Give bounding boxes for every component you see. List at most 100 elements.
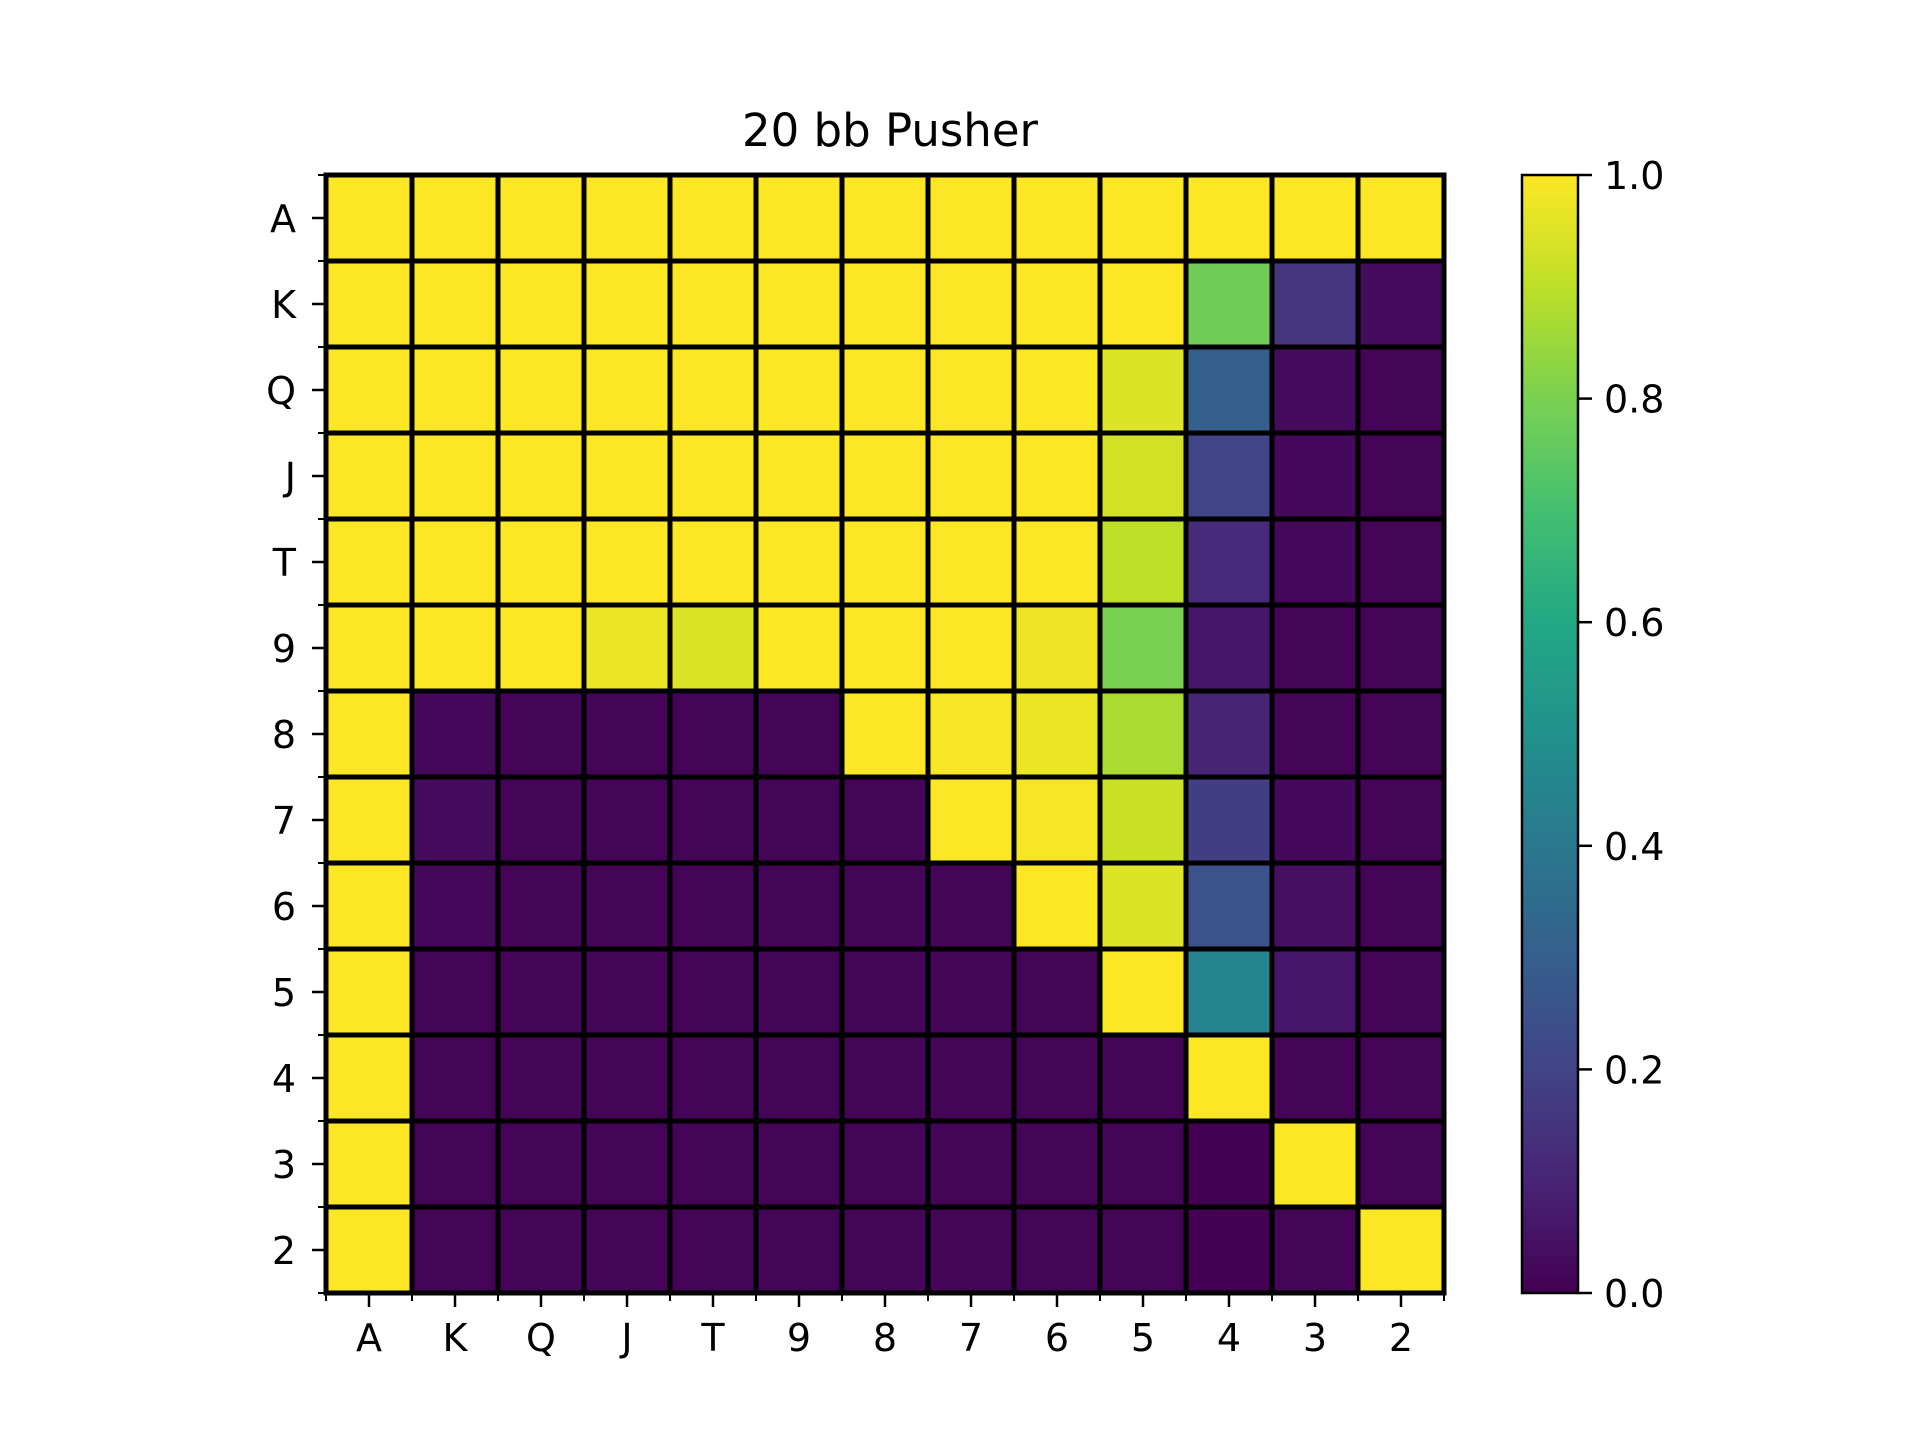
heatmap-cell-2-2 xyxy=(1355,1204,1447,1296)
heatmap-cell-6-4 xyxy=(1183,860,1275,952)
heatmap-cell-T-Q xyxy=(495,516,587,608)
heatmap-cell-7-7 xyxy=(925,774,1017,866)
x-tick-label: T xyxy=(700,1316,725,1360)
heatmap-cell-6-T xyxy=(667,860,759,952)
heatmap-cell-9-5 xyxy=(1097,602,1189,694)
heatmap-cell-T-7 xyxy=(925,516,1017,608)
heatmap-cell-9-T xyxy=(667,602,759,694)
colorbar-tick-label: 0.6 xyxy=(1604,601,1664,645)
colorbar-gradient xyxy=(1520,173,1580,1295)
heatmap-cell-A-7 xyxy=(925,172,1017,264)
heatmap-cell-J-3 xyxy=(1269,430,1361,522)
heatmap-cell-T-T xyxy=(667,516,759,608)
y-tick-label: A xyxy=(270,197,296,241)
heatmap-cell-5-9 xyxy=(753,946,845,1038)
heatmap-cell-2-A xyxy=(323,1204,415,1296)
heatmap-cell-4-3 xyxy=(1269,1032,1361,1124)
x-tick-label: J xyxy=(619,1316,632,1360)
heatmap-cell-3-A xyxy=(323,1118,415,1210)
heatmap-cell-5-Q xyxy=(495,946,587,1038)
heatmap-cell-T-2 xyxy=(1355,516,1447,608)
heatmap-cell-J-5 xyxy=(1097,430,1189,522)
heatmap-cell-5-6 xyxy=(1011,946,1103,1038)
heatmap-cell-J-K xyxy=(409,430,501,522)
x-axis: A K Q J T 9 8 7 6 5 4 3 2 xyxy=(325,1293,1445,1360)
heatmap-cell-A-4 xyxy=(1183,172,1275,264)
x-tick-label: 4 xyxy=(1217,1316,1241,1360)
y-tick-label: 3 xyxy=(272,1143,296,1187)
heatmap-cell-7-K xyxy=(409,774,501,866)
heatmap-cell-9-Q xyxy=(495,602,587,694)
heatmap-cell-A-8 xyxy=(839,172,931,264)
x-tick-label: 5 xyxy=(1131,1316,1155,1360)
heatmap-cell-9-4 xyxy=(1183,602,1275,694)
heatmap-cell-J-4 xyxy=(1183,430,1275,522)
heatmap-cell-8-8 xyxy=(839,688,931,780)
heatmap-cell-K-T xyxy=(667,258,759,350)
heatmap-cell-8-6 xyxy=(1011,688,1103,780)
heatmap-cell-8-4 xyxy=(1183,688,1275,780)
heatmap-cell-4-5 xyxy=(1097,1032,1189,1124)
heatmap-cell-4-T xyxy=(667,1032,759,1124)
heatmap-cell-J-A xyxy=(323,430,415,522)
heatmap-cell-6-6 xyxy=(1011,860,1103,952)
heatmap-cell-6-7 xyxy=(925,860,1017,952)
heatmap-cell-6-3 xyxy=(1269,860,1361,952)
heatmap-cell-7-J xyxy=(581,774,673,866)
heatmap-cell-2-7 xyxy=(925,1204,1017,1296)
heatmap-cell-5-T xyxy=(667,946,759,1038)
heatmap-cell-3-K xyxy=(409,1118,501,1210)
heatmap-cell-A-5 xyxy=(1097,172,1189,264)
heatmap-cell-J-T xyxy=(667,430,759,522)
heatmap-cell-2-J xyxy=(581,1204,673,1296)
heatmap-cell-4-2 xyxy=(1355,1032,1447,1124)
heatmap-cell-Q-9 xyxy=(753,344,845,436)
heatmap-cell-J-7 xyxy=(925,430,1017,522)
heatmap-cell-Q-6 xyxy=(1011,344,1103,436)
y-tick-label: 4 xyxy=(272,1057,296,1101)
heatmap-cell-7-A xyxy=(323,774,415,866)
heatmap-cell-Q-7 xyxy=(925,344,1017,436)
x-tick-label: 3 xyxy=(1303,1316,1327,1360)
heatmap-cell-T-9 xyxy=(753,516,845,608)
heatmap-cell-9-6 xyxy=(1011,602,1103,694)
heatmap-cell-Q-2 xyxy=(1355,344,1447,436)
heatmap-cell-8-2 xyxy=(1355,688,1447,780)
heatmap-cell-6-5 xyxy=(1097,860,1189,952)
heatmap-cell-7-T xyxy=(667,774,759,866)
heatmap-cell-K-4 xyxy=(1183,258,1275,350)
heatmap-cell-J-Q xyxy=(495,430,587,522)
heatmap-cell-2-5 xyxy=(1097,1204,1189,1296)
x-tick-label: Q xyxy=(526,1316,556,1360)
heatmap-cell-4-4 xyxy=(1183,1032,1275,1124)
heatmap-cell-3-Q xyxy=(495,1118,587,1210)
heatmap-cell-5-2 xyxy=(1355,946,1447,1038)
heatmap-cell-Q-K xyxy=(409,344,501,436)
heatmap-cell-Q-8 xyxy=(839,344,931,436)
y-tick-label: 9 xyxy=(272,627,296,671)
colorbar-tick-label: 0.8 xyxy=(1604,378,1664,422)
heatmap-cell-Q-4 xyxy=(1183,344,1275,436)
chart-title: 20 bb Pusher xyxy=(742,104,1039,157)
heatmap-cell-7-4 xyxy=(1183,774,1275,866)
heatmap-cell-3-7 xyxy=(925,1118,1017,1210)
x-tick-label: A xyxy=(356,1316,382,1360)
y-tick-label: Q xyxy=(266,369,296,413)
y-tick-label: 6 xyxy=(272,885,296,929)
heatmap-cell-7-6 xyxy=(1011,774,1103,866)
heatmap-cell-9-2 xyxy=(1355,602,1447,694)
heatmap-cell-2-8 xyxy=(839,1204,931,1296)
heatmap-cell-J-9 xyxy=(753,430,845,522)
heatmap-cell-T-J xyxy=(581,516,673,608)
x-tick-label: 8 xyxy=(873,1316,897,1360)
heatmap-cell-5-J xyxy=(581,946,673,1038)
heatmap-cell-A-T xyxy=(667,172,759,264)
heatmap-cell-4-7 xyxy=(925,1032,1017,1124)
heatmap-cell-8-Q xyxy=(495,688,587,780)
colorbar-tick-label: 0.2 xyxy=(1604,1048,1664,1092)
heatmap-cell-9-7 xyxy=(925,602,1017,694)
heatmap-cell-6-8 xyxy=(839,860,931,952)
heatmap-cell-A-J xyxy=(581,172,673,264)
heatmap-cell-9-8 xyxy=(839,602,931,694)
